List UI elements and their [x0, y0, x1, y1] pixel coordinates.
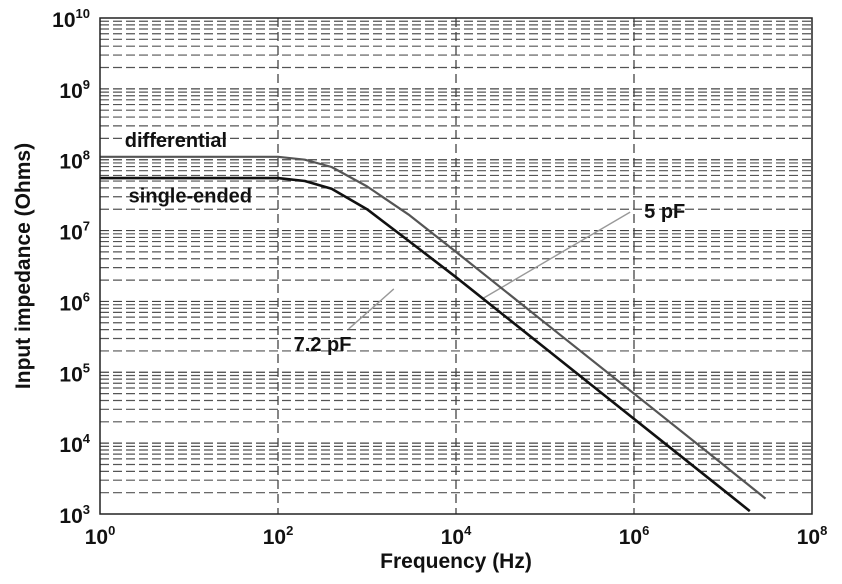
grid [100, 18, 812, 514]
x-tick-label: 108 [797, 523, 828, 549]
y-tick-label: 108 [59, 148, 90, 174]
series-lines [100, 155, 767, 513]
annotation-pointer [482, 211, 631, 300]
annotations: differential single-ended 5 pF 7.2 pF [125, 130, 685, 356]
annotation-label: 5 pF [644, 201, 685, 223]
y-tick-label: 106 [59, 289, 90, 315]
y-tick-labels: 103 104 105 106 107 108 109 1010 [52, 6, 91, 528]
annotation-pointers [348, 211, 631, 330]
x-tick-label: 106 [619, 523, 650, 549]
y-axis-label: Input impedance (Ohms) [12, 143, 35, 389]
x-tick-label: 100 [85, 523, 116, 549]
y-tick-label: 103 [59, 502, 90, 528]
annotation-label: single-ended [129, 185, 252, 207]
y-tick-label: 1010 [52, 6, 90, 32]
x-tick-label: 102 [263, 523, 294, 549]
plot-frame [99, 17, 813, 515]
x-axis-label: Frequency (Hz) [380, 550, 532, 573]
y-tick-label: 109 [59, 77, 90, 103]
x-tick-label: 104 [441, 523, 472, 549]
x-tick-labels: 100 102 104 106 108 [85, 523, 828, 549]
y-tick-label: 107 [59, 219, 90, 245]
y-tick-label: 104 [59, 431, 90, 457]
annotation-label: differential [125, 130, 227, 152]
annotation-pointer [348, 288, 395, 330]
annotation-label: 7.2 pF [294, 334, 352, 356]
series-line-single-ended [100, 176, 751, 513]
y-tick-label: 105 [59, 360, 90, 386]
series-line-differential [100, 155, 767, 500]
